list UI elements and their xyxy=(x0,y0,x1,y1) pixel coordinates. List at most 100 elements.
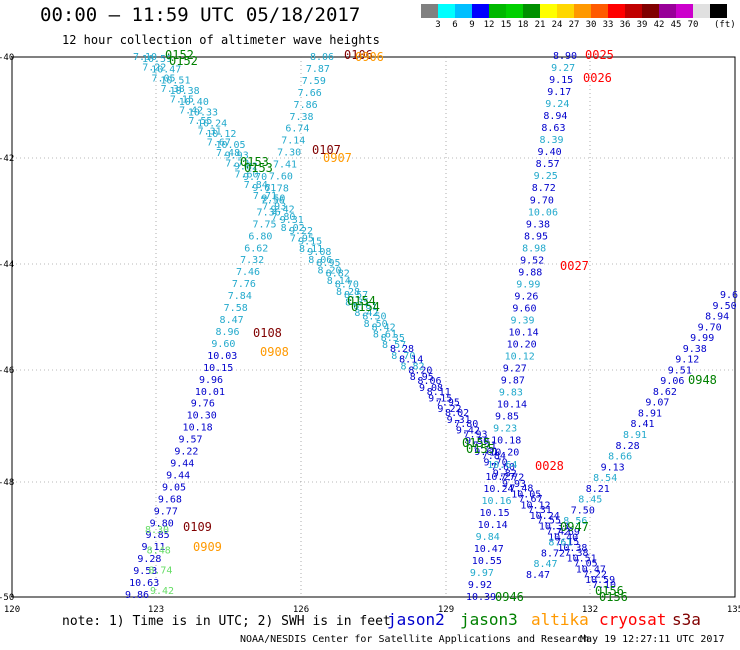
track-value: 9.11 xyxy=(141,542,165,553)
track-value: 9.99 xyxy=(690,333,714,344)
legend-label: 39 xyxy=(636,20,648,30)
legend-altika: altika xyxy=(531,610,589,629)
track-value: 7.72 xyxy=(500,473,524,484)
track-value: 7.55 xyxy=(188,116,212,127)
track-value: 10.16 xyxy=(481,496,511,507)
track-value: 8.91 xyxy=(623,430,647,441)
lat-tick-label: -50 xyxy=(0,593,14,603)
track-value: 9.15 xyxy=(298,236,322,247)
track-value: 7.86 xyxy=(294,100,318,111)
track-value: 8.02 xyxy=(281,223,305,234)
track-value: 7.41 xyxy=(273,160,297,171)
track-value: 7.58 xyxy=(224,303,248,314)
track-value: 7.32 xyxy=(240,255,264,266)
track-value: 7.75 xyxy=(252,219,276,230)
legend-label: 24 xyxy=(551,20,563,30)
track-value: 8.30 xyxy=(145,525,169,536)
track-value: 8.11 xyxy=(427,387,451,398)
track-value: 9.26 xyxy=(514,291,538,302)
track-value: 7.78 xyxy=(265,184,289,195)
track-value: 10.24 xyxy=(530,511,560,522)
pass-time-label: 0107 xyxy=(312,143,341,157)
track-value: 9.12 xyxy=(675,355,699,366)
lon-tick-label: 132 xyxy=(582,605,598,615)
track-value: 10.38 xyxy=(170,86,200,97)
track-value: 9.15 xyxy=(549,75,573,86)
track-value: 8.20 xyxy=(317,265,341,276)
legend-label: 45 xyxy=(670,20,682,30)
track-value: 8.11 xyxy=(299,244,323,255)
lat-tick-label: -44 xyxy=(0,260,14,270)
track-value: 7.72 xyxy=(225,159,249,170)
track-value: 9.22 xyxy=(289,226,313,237)
track-value: 7.30 xyxy=(277,148,301,159)
legend-label: 30 xyxy=(585,20,597,30)
track-value: 8.72 xyxy=(532,183,556,194)
track-value: 10.14 xyxy=(497,400,527,411)
track-value: 7.59 xyxy=(302,76,326,87)
track-value: 7.46 xyxy=(236,267,260,278)
legend-label: 18 xyxy=(517,20,529,30)
pass-time-label: 0028 xyxy=(535,459,564,473)
track-value: 9.50 xyxy=(713,301,737,312)
lon-tick-label: 135 xyxy=(727,605,740,615)
track-value: 9.85 xyxy=(495,412,519,423)
track-value: 9.86 xyxy=(125,590,149,601)
track-value: 10.33 xyxy=(539,522,569,533)
track-value: 8.28 xyxy=(390,344,414,355)
track-value: 8.91 xyxy=(638,408,662,419)
track-value: 10.06 xyxy=(528,207,558,218)
track-value: 7.22 xyxy=(142,63,166,74)
track-value: 9.27 xyxy=(551,63,575,74)
track-value: 10.20 xyxy=(489,448,519,459)
track-value: 7.95 xyxy=(290,233,314,244)
track-value: 7.48 xyxy=(509,483,533,494)
track-value: 8.06 xyxy=(310,52,334,63)
track-value: 9.50 xyxy=(261,194,285,205)
track-value: 7.84 xyxy=(482,451,506,462)
track-value: 7.71 xyxy=(253,191,277,202)
lon-tick-label: 129 xyxy=(438,605,454,615)
track-value: 10.39 xyxy=(466,592,496,603)
track-value: 8.14 xyxy=(399,355,423,366)
pass-time-label: 0152 xyxy=(169,54,198,68)
legend-jason2: jason2 xyxy=(387,610,445,629)
track-value: 9.24 xyxy=(545,99,569,110)
track-value: 7.15 xyxy=(555,537,579,548)
track-value: 8.47 xyxy=(533,559,557,570)
track-value: 9.38 xyxy=(683,344,707,355)
track-value: 9.15 xyxy=(428,394,452,405)
track-value: 10.40 xyxy=(179,97,209,108)
track-value: 8.20 xyxy=(408,365,432,376)
pass-time-label: 0907 xyxy=(323,151,352,165)
legend-s3a: s3a xyxy=(672,610,701,629)
pass-time-label: 0155 xyxy=(466,442,495,456)
pass-time-label: 0156 xyxy=(595,584,624,598)
track-value: 9.38 xyxy=(526,219,550,230)
track-value: 9.27 xyxy=(503,364,527,375)
track-value: 8.74 xyxy=(148,566,172,577)
track-value: 9.22 xyxy=(174,447,198,458)
footer-note: note: 1) Time is in UTC; 2) SWH is in fe… xyxy=(62,614,391,629)
track-value: 9.83 xyxy=(499,388,523,399)
track-value: 7.38 xyxy=(161,84,185,95)
track-value: 9.23 xyxy=(493,424,517,435)
track-value: 10.27 xyxy=(485,472,515,483)
track-value: 7.22 xyxy=(583,569,607,580)
legend-label: 9 xyxy=(469,20,475,30)
track-value: 7.71 xyxy=(473,440,497,451)
track-value: 7.76 xyxy=(232,279,256,290)
pass-time-label: 0154 xyxy=(347,294,376,308)
track-value: 7.66 xyxy=(298,88,322,99)
pass-time-label: 0155 xyxy=(462,436,491,450)
track-value: 8.94 xyxy=(705,312,729,323)
track-value: 7.42 xyxy=(546,526,570,537)
track-value: 8.70 xyxy=(391,351,415,362)
pass-time-label: 0152 xyxy=(165,48,194,62)
track-value: 9.31 xyxy=(280,215,304,226)
track-value: 9.76 xyxy=(191,399,215,410)
track-value: 8.42 xyxy=(354,308,378,319)
track-value: 9.70 xyxy=(530,195,554,206)
track-value: 8.02 xyxy=(445,408,469,419)
legend-unit: (ft) xyxy=(714,20,736,30)
